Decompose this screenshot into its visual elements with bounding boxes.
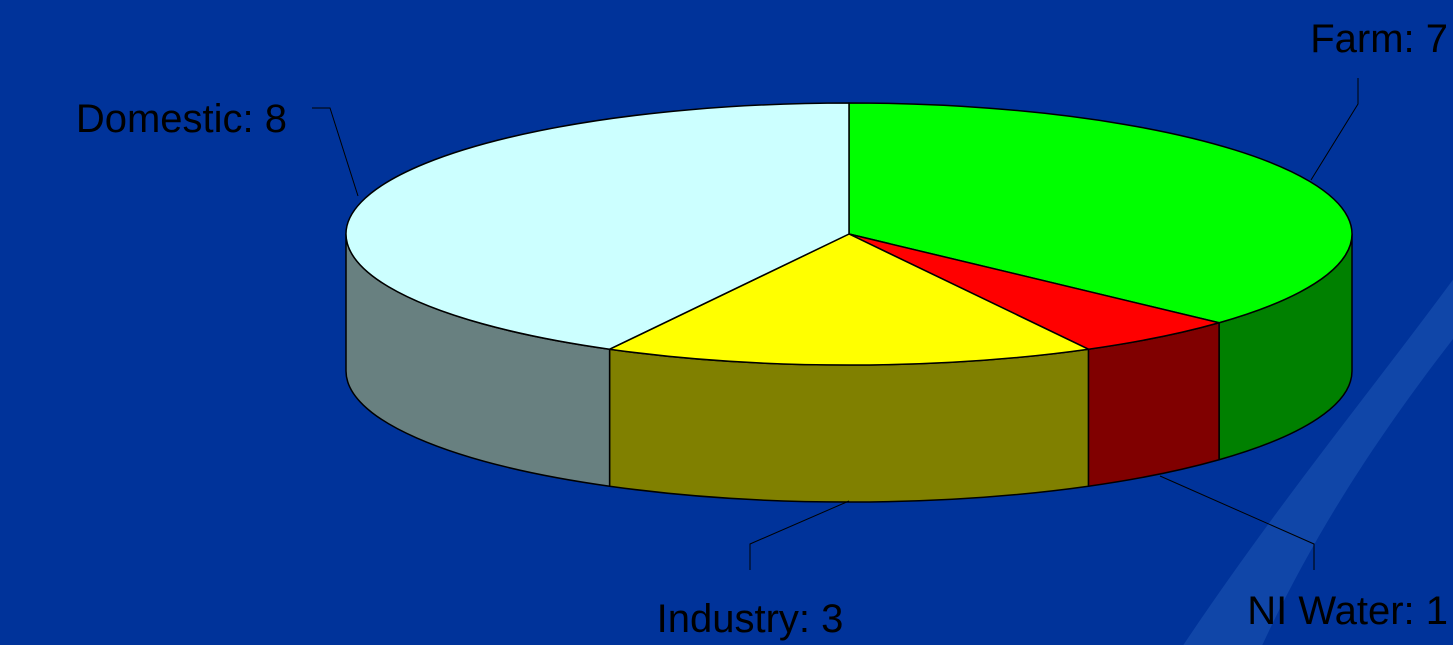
leader-line-ni-water [1159,475,1315,570]
leader-lines [312,78,1359,570]
pie-slice-farm [848,102,1353,324]
pie-slice-ni-water [848,233,1220,350]
leader-line-industry [749,500,850,570]
data-label-domestic: Domestic: 8 [76,97,287,141]
pie-slice-industry [608,233,1090,366]
leader-line-domestic [312,107,359,197]
background-swoosh [1183,279,1453,645]
background-decoration [1183,279,1453,645]
data-label-ni-water: NI Water: 1 [1247,589,1448,633]
leader-line-farm [1310,78,1359,181]
pie-sides [345,233,1353,503]
pie-side-industry [608,348,1090,503]
pie-slice-domestic [345,102,850,350]
data-label-farm: Farm: 7 [1310,17,1448,61]
data-labels: Farm: 7 NI Water: 1 Industry: 3 Domestic: 8 [76,17,1448,641]
pie-tops [345,102,1353,366]
pie-side-ni-water [1087,321,1220,487]
data-label-industry: Industry: 3 [657,597,844,641]
